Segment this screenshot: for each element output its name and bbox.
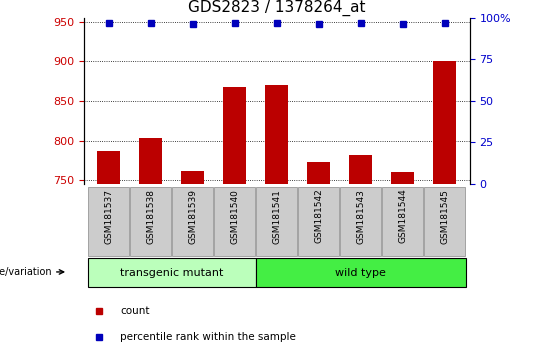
Bar — [97, 151, 120, 184]
Text: GSM181545: GSM181545 — [440, 189, 449, 244]
FancyBboxPatch shape — [89, 187, 129, 256]
Text: GSM181541: GSM181541 — [272, 189, 281, 244]
Text: GSM181538: GSM181538 — [146, 189, 156, 244]
Text: transgenic mutant: transgenic mutant — [120, 268, 224, 278]
Text: GSM181539: GSM181539 — [188, 189, 197, 244]
FancyBboxPatch shape — [130, 187, 171, 256]
FancyBboxPatch shape — [382, 187, 423, 256]
Bar — [265, 85, 288, 184]
FancyBboxPatch shape — [424, 187, 465, 256]
FancyBboxPatch shape — [256, 187, 297, 256]
Title: GDS2823 / 1378264_at: GDS2823 / 1378264_at — [188, 0, 366, 16]
FancyBboxPatch shape — [340, 187, 381, 256]
Text: wild type: wild type — [335, 268, 386, 278]
Bar — [349, 155, 372, 184]
Text: GSM181540: GSM181540 — [230, 189, 239, 244]
Text: GSM181544: GSM181544 — [398, 189, 407, 244]
Text: GSM181537: GSM181537 — [104, 189, 113, 244]
FancyBboxPatch shape — [256, 258, 465, 287]
Bar — [181, 171, 204, 184]
Bar — [391, 172, 414, 184]
FancyBboxPatch shape — [214, 187, 255, 256]
Text: count: count — [120, 306, 150, 316]
Text: genotype/variation: genotype/variation — [0, 267, 52, 277]
Text: percentile rank within the sample: percentile rank within the sample — [120, 332, 296, 342]
Text: GSM181543: GSM181543 — [356, 189, 365, 244]
Bar — [139, 138, 163, 184]
Bar — [433, 61, 456, 184]
FancyBboxPatch shape — [172, 187, 213, 256]
FancyBboxPatch shape — [298, 187, 339, 256]
Bar — [307, 162, 330, 184]
Bar — [223, 87, 246, 184]
FancyBboxPatch shape — [88, 258, 256, 287]
Text: GSM181542: GSM181542 — [314, 189, 323, 244]
